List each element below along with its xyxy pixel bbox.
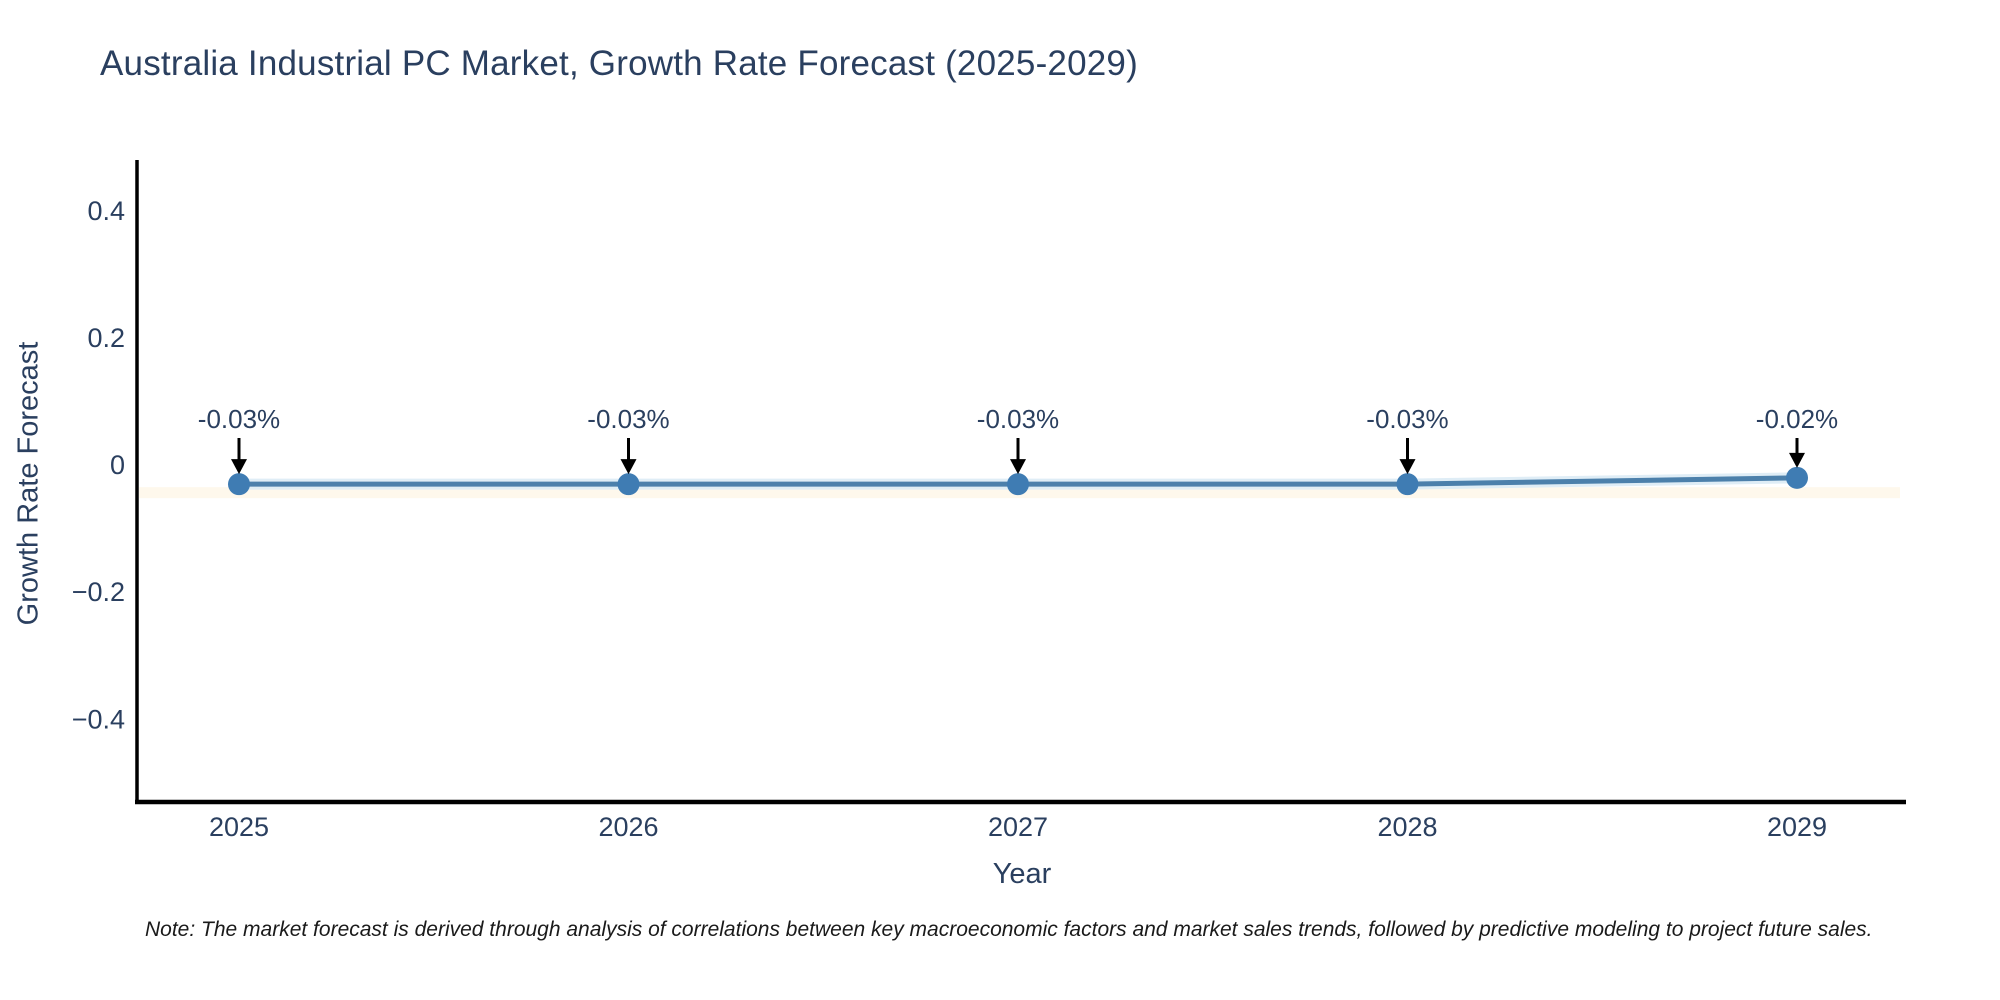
annotation-label: -0.03% bbox=[1366, 404, 1448, 434]
y-axis-title: Growth Rate Forecast bbox=[12, 341, 45, 626]
y-tick-label: −0.2 bbox=[72, 577, 125, 607]
x-tick-label: 2025 bbox=[209, 812, 269, 842]
y-tick-label: 0 bbox=[110, 450, 125, 480]
x-tick-label: 2027 bbox=[988, 812, 1048, 842]
annotation-arrow-head bbox=[1010, 459, 1026, 475]
chart-title: Australia Industrial PC Market, Growth R… bbox=[100, 44, 1138, 83]
data-point-2028 bbox=[1396, 473, 1419, 496]
data-point-2026 bbox=[617, 473, 640, 496]
y-tick-label: 0.2 bbox=[87, 323, 125, 353]
annotation-label: -0.03% bbox=[977, 404, 1059, 434]
annotation-arrow-head bbox=[620, 459, 637, 475]
annotation-label: -0.03% bbox=[198, 404, 280, 434]
annotation-arrow-head bbox=[1399, 459, 1416, 475]
y-tick-label: −0.4 bbox=[72, 704, 125, 734]
data-point-2025 bbox=[228, 473, 250, 496]
annotation-arrow-head bbox=[231, 459, 247, 475]
data-point-2029 bbox=[1786, 466, 1808, 489]
x-axis-title: Year bbox=[992, 858, 1052, 890]
footnote-text: Note: The market forecast is derived thr… bbox=[145, 918, 1873, 941]
y-tick-label: 0.4 bbox=[87, 196, 125, 226]
x-tick-label: 2028 bbox=[1377, 812, 1437, 842]
x-tick-label: 2029 bbox=[1767, 812, 1827, 842]
annotation-label: -0.03% bbox=[587, 404, 669, 434]
data-point-2027 bbox=[1007, 473, 1029, 496]
x-tick-label: 2026 bbox=[598, 812, 658, 842]
annotation-label: -0.02% bbox=[1756, 404, 1838, 434]
annotation-arrow-head bbox=[1789, 452, 1805, 468]
